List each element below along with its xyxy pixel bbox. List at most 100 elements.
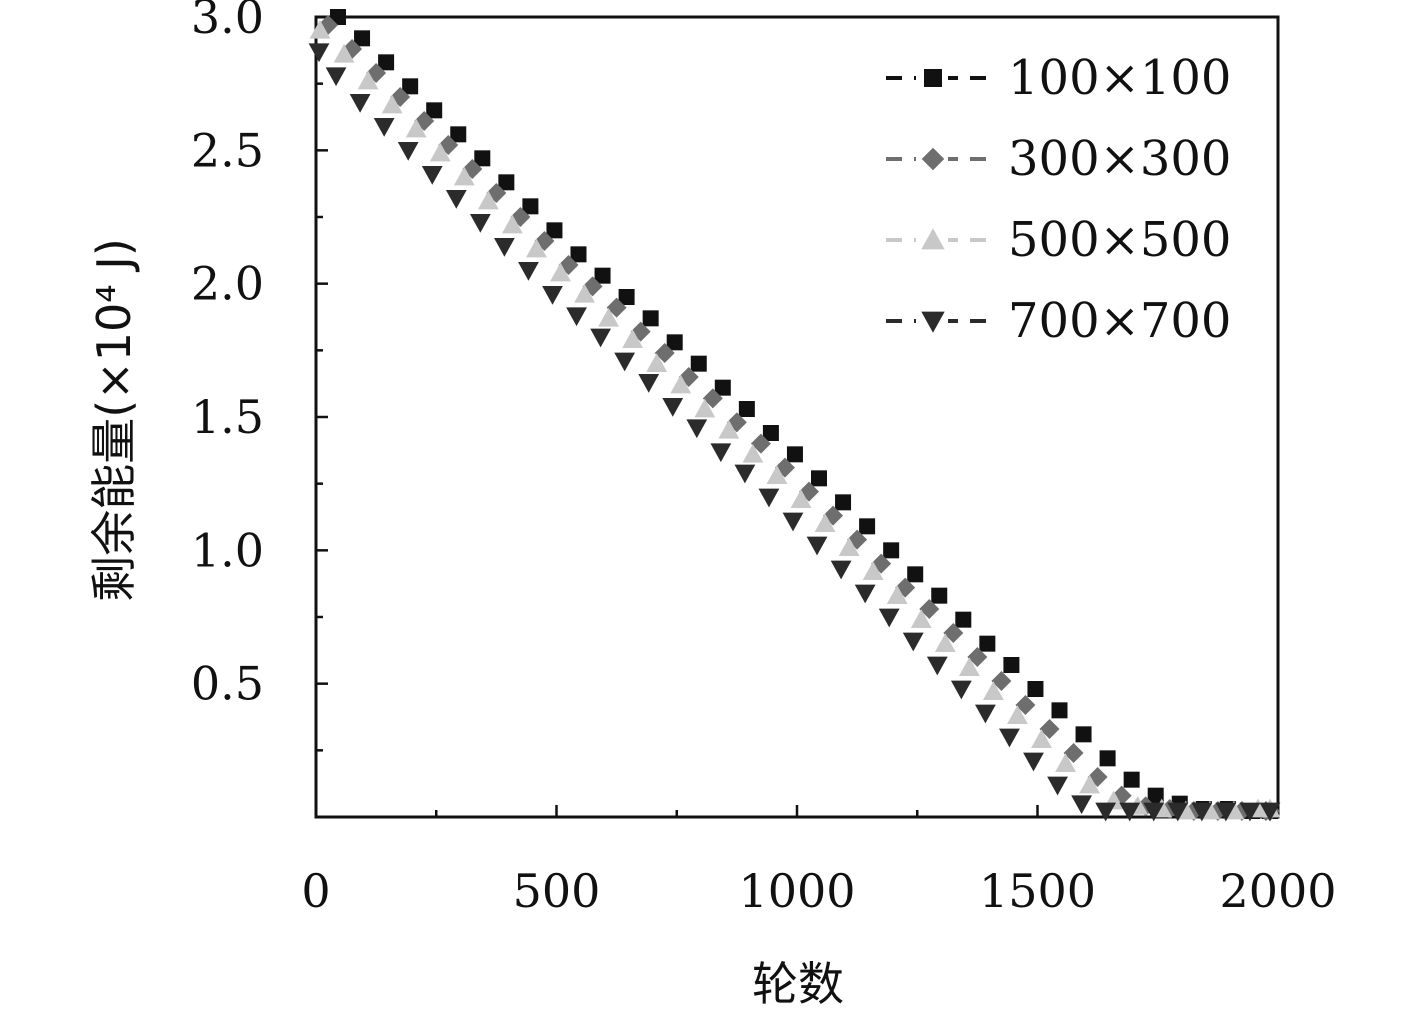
data-point: [931, 587, 948, 604]
data-point: [598, 307, 619, 327]
data-point: [670, 374, 692, 394]
data-point: [991, 671, 1012, 691]
data-point: [958, 657, 980, 676]
data-point: [702, 388, 723, 409]
data-point: [838, 537, 860, 556]
y-tick-label: 3.0: [191, 0, 264, 44]
data-point: [1167, 802, 1189, 822]
data-point: [1071, 795, 1092, 815]
data-point: [690, 355, 707, 372]
data-point: [614, 352, 636, 372]
data-point: [666, 334, 683, 351]
data-point: [498, 174, 515, 191]
y-tick-label: 0.5: [191, 657, 264, 711]
data-point: [453, 166, 475, 186]
y-axis-title: 剩余能量(×10⁴ J): [87, 238, 141, 602]
data-point: [859, 518, 876, 535]
data-point: [694, 398, 716, 418]
data-point: [662, 398, 684, 417]
legend-item: 500×500: [886, 212, 1231, 268]
data-point: [758, 488, 780, 508]
data-point: [1039, 719, 1060, 739]
data-point: [469, 214, 491, 233]
legend-label: 100×100: [1008, 50, 1231, 106]
data-point: [1123, 771, 1140, 788]
data-point: [333, 43, 355, 63]
legend-label: 300×300: [1008, 131, 1231, 187]
data-point: [814, 513, 836, 532]
data-point: [686, 419, 708, 439]
data-point: [397, 142, 419, 161]
data-point: [381, 94, 403, 114]
data-point: [983, 681, 1004, 700]
data-point: [714, 379, 731, 396]
data-point: [902, 632, 924, 652]
data-point: [373, 118, 395, 137]
data-point: [943, 623, 964, 643]
legend-item: 700×700: [886, 293, 1231, 349]
data-point: [1047, 776, 1068, 796]
legend-marker: [921, 228, 945, 250]
data-point: [325, 67, 347, 87]
data-point: [1031, 729, 1052, 748]
legend-item: 300×300: [886, 131, 1231, 187]
series-3: [309, 19, 1281, 820]
data-point: [1027, 681, 1044, 697]
data-point: [421, 166, 443, 185]
legend: 100×100 300×300 500×500 700×700: [886, 50, 1231, 349]
data-point: [1075, 726, 1092, 743]
data-point: [999, 728, 1020, 748]
data-point: [786, 446, 803, 463]
data-point: [1055, 753, 1076, 772]
data-point: [1147, 787, 1164, 804]
data-point: [806, 536, 828, 556]
data-point: [518, 262, 539, 281]
data-point: [830, 560, 852, 580]
data-point: [378, 54, 395, 71]
data-point: [1003, 657, 1020, 673]
data-point: [878, 608, 900, 628]
data-point: [975, 704, 996, 724]
data-point: [907, 566, 924, 583]
data-point: [450, 126, 467, 143]
data-point: [477, 190, 499, 210]
data-point: [474, 150, 491, 167]
data-point: [1095, 802, 1117, 822]
data-point: [1051, 702, 1068, 719]
data-point: [445, 190, 467, 209]
legend-label: 700×700: [1008, 293, 1231, 349]
data-point: [979, 635, 996, 652]
data-point: [349, 94, 371, 113]
data-point: [1079, 774, 1100, 794]
data-point: [502, 214, 523, 234]
data-point: [654, 343, 675, 363]
x-tick-label: 2000: [1219, 864, 1336, 918]
data-point: [718, 419, 740, 439]
data-point: [955, 611, 972, 628]
data-point: [402, 78, 419, 95]
data-point: [354, 30, 371, 47]
data-point: [910, 609, 932, 628]
data-point: [750, 433, 771, 454]
data-point: [1007, 705, 1028, 724]
data-point: [1239, 802, 1261, 822]
x-tick-label: 1500: [979, 864, 1096, 918]
data-point: [1143, 802, 1165, 822]
x-axis-title: 轮数: [752, 957, 844, 1011]
data-point: [570, 246, 587, 263]
x-tick-label: 0: [301, 864, 330, 918]
data-point: [542, 286, 563, 305]
x-tick-label: 500: [513, 864, 601, 918]
legend-label: 500×500: [1008, 212, 1231, 268]
data-point: [550, 262, 571, 282]
data-point: [811, 470, 827, 487]
data-point: [590, 328, 611, 348]
data-point: [1259, 802, 1281, 822]
data-point: [574, 283, 595, 303]
y-tick-label: 2.5: [191, 123, 264, 177]
data-point: [1099, 750, 1116, 767]
data-point: [606, 297, 627, 318]
data-point: [638, 374, 660, 393]
data-point: [1015, 695, 1036, 715]
